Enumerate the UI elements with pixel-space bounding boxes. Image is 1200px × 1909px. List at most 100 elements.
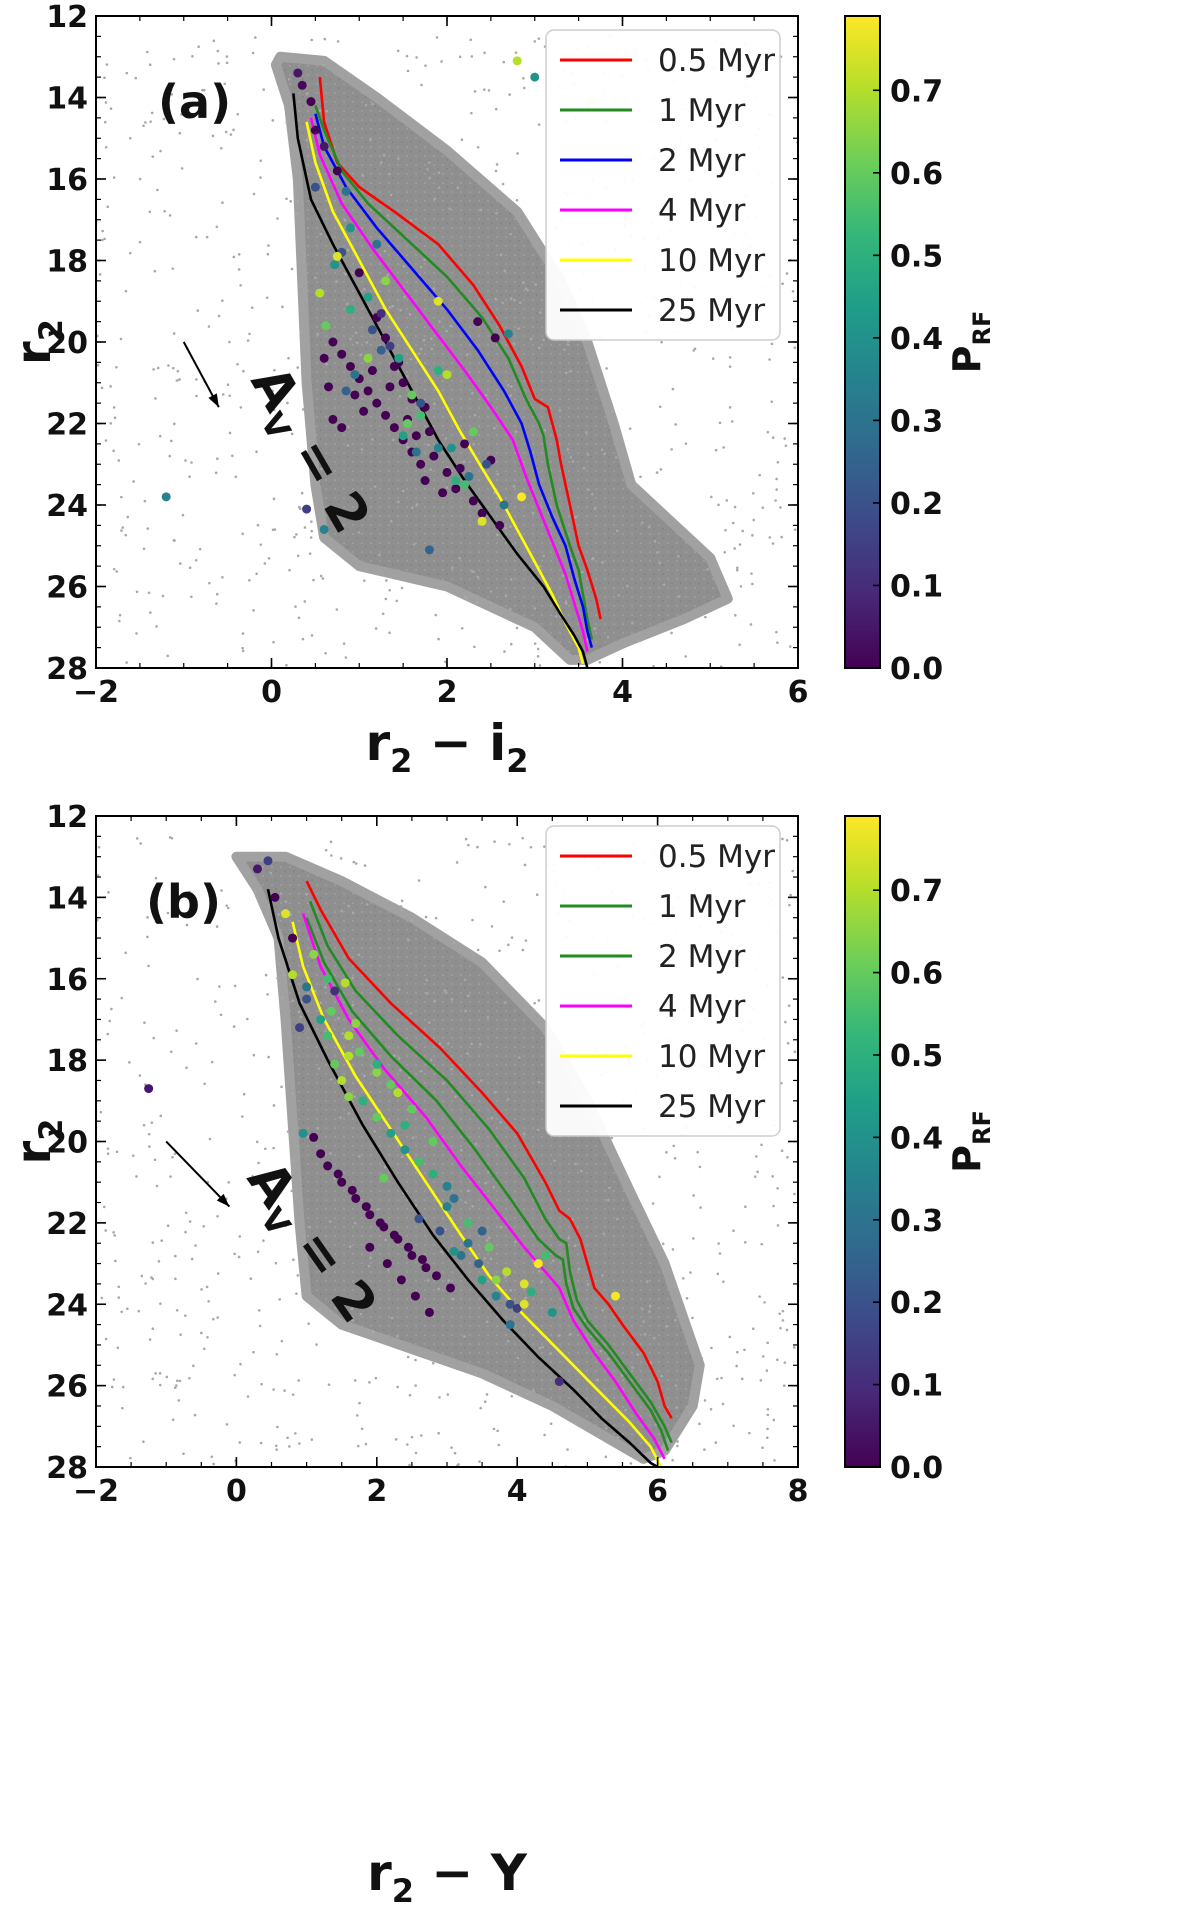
background-star [509,578,513,581]
background-star [225,55,229,58]
background-star [357,1154,361,1158]
background-star [301,408,305,411]
background-star [766,1413,770,1417]
member-point [330,260,340,270]
member-point [144,1084,154,1094]
background-star [131,1154,135,1157]
member-point [333,0,342,5]
member-point [354,1047,364,1057]
background-star [600,448,604,451]
background-star [600,1274,604,1277]
background-star [351,1319,354,1322]
background-star [658,1175,661,1179]
member-point [367,366,377,376]
background-star [660,1374,664,1378]
background-star [517,327,520,330]
background-star [225,1423,229,1426]
background-star [499,253,503,257]
background-star [476,948,480,952]
background-star [676,1444,679,1448]
member-point [610,1291,620,1301]
background-star [397,988,401,991]
background-star [168,214,172,217]
background-star [298,505,301,509]
member-point [372,1059,382,1069]
member-point [385,382,395,392]
background-star [249,1277,253,1280]
background-star [346,248,350,252]
background-star [483,1400,487,1403]
background-star [504,594,508,597]
background-star [251,1174,254,1178]
background-star [255,1140,259,1144]
background-star [631,1366,634,1369]
legend: 0.5 Myr 1 Myr 2 Myr 4 Myr 10 Myr 25 Myr [545,825,781,1137]
background-star [212,1462,215,1466]
member-point [517,492,527,502]
y-tick-label: 12 [46,800,88,835]
background-star [655,471,659,474]
background-star [538,1346,542,1350]
background-star [227,1181,231,1184]
background-star [523,863,527,867]
background-star [786,1155,789,1159]
background-star [473,413,477,417]
background-star [194,558,198,562]
member-point [328,414,338,424]
background-star [280,1339,284,1343]
background-star [142,124,145,128]
background-star [180,167,184,170]
background-star [779,1326,782,1330]
background-star [353,1221,357,1225]
background-star [787,1004,791,1007]
background-star [503,1001,507,1004]
member-point [337,1177,347,1187]
background-star [440,1250,443,1254]
background-star [148,1338,152,1341]
background-star [761,1355,765,1358]
background-star [443,989,447,992]
background-star [237,253,241,256]
background-star [166,654,170,658]
y-tick-label: 16 [46,163,88,198]
background-star [353,1379,357,1382]
background-star [414,1384,417,1387]
member-point [293,68,303,78]
background-star [299,1015,303,1019]
background-star [514,51,518,54]
background-star [288,1445,291,1448]
background-star [401,489,405,493]
background-star [353,1095,357,1098]
plot-area [96,836,798,1467]
background-star [150,111,154,115]
background-star [502,60,506,64]
member-point [474,1259,484,1269]
background-star [493,426,496,430]
background-star [445,329,448,333]
background-star [278,963,281,966]
background-star [771,1175,774,1178]
background-star [446,1042,450,1045]
background-star [149,120,152,123]
background-star [324,651,327,655]
member-point [411,447,421,457]
background-star [509,232,512,236]
member-point [355,0,364,5]
member-point [433,443,443,453]
background-star [454,1095,457,1098]
background-star [207,325,211,328]
background-star [515,1388,518,1391]
background-star [297,1379,300,1382]
background-star [781,282,784,285]
background-star [450,997,454,1001]
background-star [637,639,640,643]
y-tick-label: 16 [46,963,88,998]
member-point [463,1218,473,1228]
background-star [763,1301,766,1304]
background-star [515,198,519,202]
legend-label: 0.5 Myr [658,43,775,79]
member-point [407,390,417,400]
background-star [216,457,219,461]
background-star [138,240,142,244]
background-star [542,338,546,342]
